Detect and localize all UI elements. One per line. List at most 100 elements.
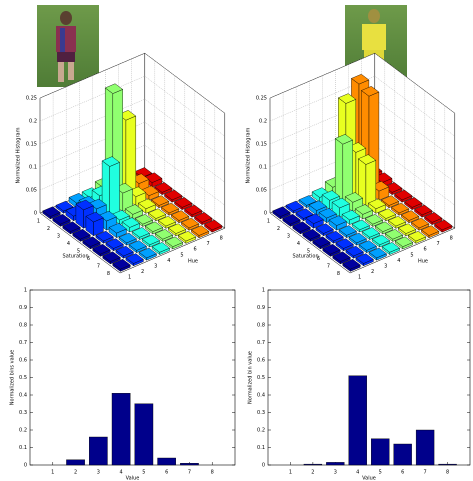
hue-tick-label: 8 bbox=[220, 236, 223, 242]
bar-3d bbox=[411, 217, 430, 231]
x-tick-label: 4 bbox=[356, 470, 359, 476]
bar-face bbox=[124, 204, 144, 215]
bar-face bbox=[191, 225, 210, 236]
bar-face bbox=[414, 204, 433, 216]
bar-face bbox=[365, 159, 376, 207]
bar-face bbox=[302, 228, 321, 240]
bar-3d bbox=[82, 236, 101, 250]
bar-3d bbox=[348, 232, 367, 246]
y-tick-label: 0.4 bbox=[257, 393, 265, 399]
bar-face bbox=[204, 219, 223, 231]
grid-line bbox=[269, 98, 455, 160]
bar-face bbox=[144, 221, 164, 232]
hue-axis-label: Hue bbox=[188, 259, 198, 265]
bar-face bbox=[434, 219, 453, 231]
bar bbox=[180, 463, 199, 466]
grid-line bbox=[269, 75, 455, 137]
bar-face bbox=[374, 221, 394, 232]
bar-face bbox=[134, 214, 154, 225]
bar-3d bbox=[404, 197, 423, 211]
bar-face bbox=[357, 154, 377, 165]
y-tick-label: 0.1 bbox=[19, 445, 27, 451]
bar-face bbox=[344, 192, 364, 203]
bar-face bbox=[104, 83, 124, 94]
bar bbox=[89, 436, 108, 466]
hue-tick-label: 2 bbox=[371, 269, 374, 275]
bar-face bbox=[411, 217, 430, 229]
x-tick-label: 3 bbox=[97, 470, 100, 476]
bar bbox=[303, 463, 323, 466]
bar-face bbox=[161, 202, 180, 214]
bar-3d bbox=[387, 215, 407, 229]
bar-face bbox=[334, 134, 354, 145]
bar bbox=[157, 457, 176, 466]
bar-3d bbox=[374, 221, 394, 235]
bar-face bbox=[151, 195, 170, 206]
sat-tick-label: 8 bbox=[337, 271, 340, 277]
bar-3d bbox=[312, 236, 331, 250]
bar-face bbox=[387, 215, 407, 227]
grid-line bbox=[39, 98, 225, 160]
bar bbox=[393, 443, 412, 466]
bar-face bbox=[125, 253, 144, 264]
bar-3d bbox=[421, 225, 440, 239]
bar-face bbox=[322, 243, 341, 255]
bar-face bbox=[361, 86, 380, 97]
bar-3d bbox=[108, 222, 127, 239]
bar-3d bbox=[325, 230, 344, 244]
bar-face bbox=[85, 211, 104, 223]
hue-tick-label: 6 bbox=[193, 247, 196, 253]
bar-3d bbox=[367, 198, 387, 214]
y-tick-label: 0.6 bbox=[257, 358, 265, 364]
bar-3d bbox=[164, 236, 184, 250]
y-tick-label: 0.2 bbox=[257, 428, 265, 434]
bar-3d bbox=[167, 223, 187, 237]
bar-3d bbox=[345, 245, 364, 259]
sat-tick-label: 5 bbox=[307, 248, 310, 254]
hue-tick-label: 5 bbox=[180, 252, 183, 258]
bar-face bbox=[351, 219, 370, 231]
bar-3d bbox=[397, 223, 417, 237]
bar-face bbox=[361, 227, 380, 238]
hue-tick-label: 3 bbox=[384, 264, 387, 270]
sat-tick-label: 1 bbox=[37, 218, 40, 224]
bar-3d bbox=[371, 234, 390, 248]
y-tick-label: 0.9 bbox=[257, 305, 265, 311]
bar-3d bbox=[338, 225, 357, 239]
x-tick-label: 6 bbox=[165, 470, 168, 476]
x-axis-label: Value bbox=[362, 476, 376, 481]
sat-tick-label: 8 bbox=[107, 271, 110, 277]
bar-face bbox=[95, 230, 114, 242]
bar-3d bbox=[131, 227, 150, 241]
bar-3d bbox=[384, 229, 404, 242]
bar-3d bbox=[351, 219, 370, 233]
bar-face bbox=[184, 204, 203, 216]
bar-face bbox=[321, 190, 340, 201]
hue-tick-label: 7 bbox=[437, 241, 440, 247]
bar-3d bbox=[355, 253, 374, 267]
bar-3d bbox=[157, 215, 177, 229]
bar-3d bbox=[354, 204, 374, 220]
bar bbox=[66, 459, 85, 466]
y-tick-label: 0.5 bbox=[257, 375, 265, 381]
bar-3d bbox=[105, 238, 124, 252]
axes-box bbox=[29, 289, 236, 466]
y-tick-label: 0.1 bbox=[257, 445, 265, 451]
z-tick-label: 0.1 bbox=[259, 165, 267, 171]
bar-face bbox=[348, 232, 367, 244]
bar-3d bbox=[154, 229, 174, 242]
y-tick-label: 1 bbox=[262, 288, 265, 294]
bar-3d bbox=[177, 230, 197, 244]
sat-tick-label: 2 bbox=[47, 226, 50, 232]
hue-tick-label: 1 bbox=[358, 275, 361, 281]
bar-face bbox=[338, 225, 357, 236]
bar-3d bbox=[137, 198, 157, 214]
bar-face bbox=[358, 240, 377, 251]
bar-face bbox=[312, 236, 331, 247]
bar-face bbox=[342, 258, 361, 270]
sat-tick-label: 6 bbox=[87, 256, 90, 262]
bar-3d bbox=[335, 238, 354, 252]
bar-3d bbox=[161, 202, 180, 216]
bar-3d bbox=[414, 204, 433, 218]
bar-face bbox=[75, 199, 94, 211]
